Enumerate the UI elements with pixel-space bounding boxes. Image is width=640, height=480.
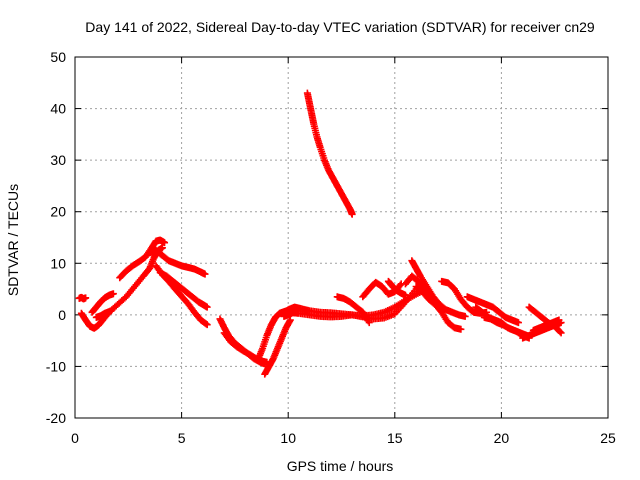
data-point	[457, 325, 465, 333]
x-tick-label: 5	[178, 430, 186, 446]
data-point	[401, 291, 409, 299]
data-point	[555, 316, 563, 324]
data-point	[286, 316, 294, 324]
y-tick-label: -10	[46, 358, 66, 374]
data-point	[203, 303, 211, 311]
data-points	[75, 89, 565, 378]
y-tick-label: 50	[50, 49, 66, 65]
data-point	[557, 329, 565, 337]
data-point	[514, 319, 522, 327]
series-sat-f	[146, 246, 209, 278]
series-sat-c	[88, 290, 117, 316]
axis-ticks	[74, 56, 609, 419]
y-tick-label: 0	[58, 307, 66, 323]
data-point	[365, 319, 373, 327]
data-point	[158, 244, 166, 252]
y-axis-label: SDTVAR / TECUs	[5, 184, 21, 296]
series-sat-b	[77, 244, 166, 332]
data-point	[426, 289, 434, 297]
x-tick-label: 10	[280, 430, 296, 446]
series-sat-u	[401, 272, 435, 298]
series-sat-t	[412, 282, 465, 333]
y-tick-label: -20	[46, 410, 66, 426]
data-point	[107, 307, 115, 315]
x-tick-label: 25	[600, 430, 616, 446]
y-tick-label: 30	[50, 152, 66, 168]
data-point	[556, 328, 564, 336]
series-sat-o	[303, 89, 356, 218]
series-sat-r	[384, 277, 409, 299]
series-sat-k	[254, 306, 292, 363]
x-tick-label: 15	[387, 430, 403, 446]
y-tick-labels: -20 -10 0 10 20 30 40 50	[46, 49, 66, 426]
data-point	[203, 321, 211, 329]
y-tick-label: 20	[50, 204, 66, 220]
x-tick-labels: 0 5 10 15 20 25	[71, 430, 616, 446]
x-axis-label: GPS time / hours	[287, 458, 394, 474]
data-point	[82, 294, 90, 302]
series-sat-y	[480, 313, 533, 342]
x-tick-label: 0	[71, 430, 79, 446]
series-sat-h	[152, 262, 211, 329]
series-sat-q	[359, 278, 405, 301]
series-sat-g	[156, 269, 211, 311]
chart-title: Day 141 of 2022, Sidereal Day-to-day VTE…	[85, 19, 595, 35]
y-tick-label: 40	[50, 101, 66, 117]
data-point	[109, 290, 117, 298]
series-sat-p	[333, 293, 373, 327]
x-tick-label: 20	[494, 430, 510, 446]
grid-lines	[75, 57, 608, 418]
data-point	[161, 239, 169, 247]
series-sat-l	[261, 316, 294, 378]
series-sat-d	[92, 307, 115, 321]
data-point	[396, 281, 404, 289]
series-sat-a	[75, 293, 90, 303]
data-point	[461, 312, 469, 320]
series-sat-e	[116, 236, 169, 282]
data-point	[427, 290, 435, 298]
series-sat-w	[463, 293, 522, 327]
data-point	[201, 270, 209, 278]
plot-frame	[74, 56, 609, 419]
series-sat-ab	[529, 316, 563, 334]
data-point	[348, 210, 356, 218]
y-tick-label: 10	[50, 255, 66, 271]
